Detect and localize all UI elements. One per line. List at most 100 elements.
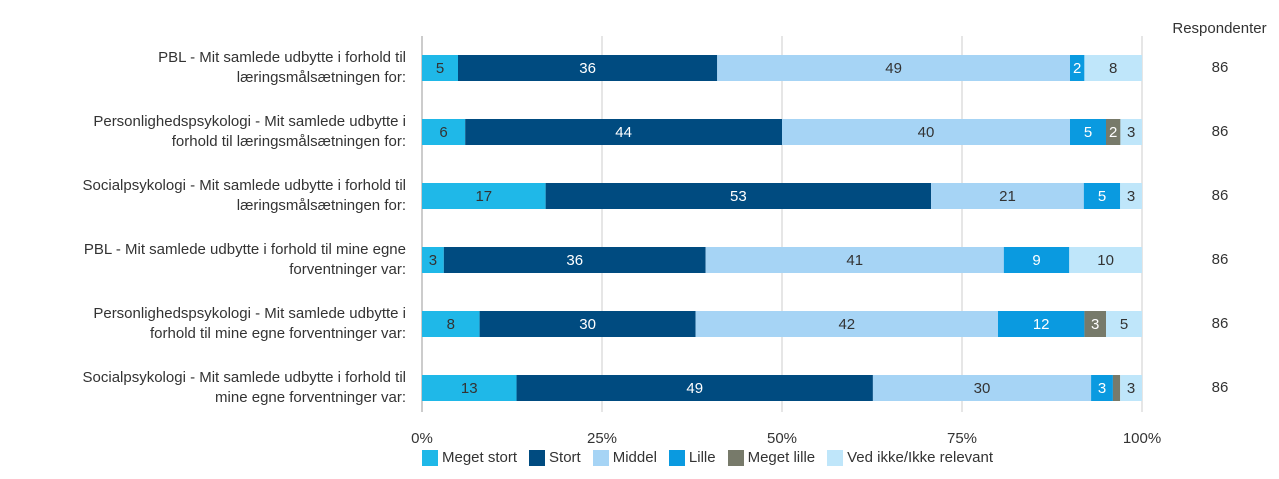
x-tick-label: 50% [767, 430, 797, 447]
x-tick-label: 0% [411, 430, 433, 447]
data-label: 13 [461, 380, 478, 397]
data-label: 2 [1073, 60, 1081, 77]
category-label-line: læringsmålsætningen for: [236, 197, 406, 214]
data-label: 12 [1033, 316, 1050, 333]
data-label: 3 [1127, 380, 1135, 397]
category-label-line: PBL - Mit samlede udbytte i forhold til [158, 49, 406, 66]
data-label: 3 [1091, 316, 1099, 333]
category-label-line: Socialpsykologi - Mit samlede udbytte i … [82, 177, 406, 194]
data-label: 36 [566, 252, 583, 269]
data-label: 8 [1109, 60, 1117, 77]
data-label: 9 [1032, 252, 1040, 269]
chart-legend: Meget stort Stort Middel Lille Meget lille Ve… [422, 449, 993, 466]
bar-segment [443, 247, 706, 273]
category-label-line: Personlighedspsykologi - Mit samlede udb… [93, 305, 406, 322]
bar-segment [465, 119, 782, 145]
bar-segment [1106, 119, 1121, 145]
category-label: Personlighedspsykologi - Mit samlede udb… [0, 304, 406, 344]
legend-swatch [727, 449, 744, 466]
data-label: 49 [686, 380, 703, 397]
legend-item: Middel [592, 449, 657, 466]
data-label: 5 [436, 60, 444, 77]
category-label-line: forhold til mine egne forventninger var: [150, 325, 406, 342]
data-label: 30 [579, 316, 596, 333]
legend-swatch [668, 449, 685, 466]
bar-segment [422, 55, 458, 81]
legend-swatch [529, 449, 546, 466]
category-label-line: PBL - Mit samlede udbytte i forhold til … [83, 241, 406, 258]
category-label-line: forventninger var: [289, 261, 406, 278]
legend-item: Stort [529, 449, 581, 466]
category-label-line: mine egne forventninger var: [215, 389, 406, 406]
respondent-count: 86 [1211, 379, 1229, 396]
bar-segment [422, 247, 444, 273]
category-label: Personlighedspsykologi - Mit samlede udb… [0, 112, 406, 152]
bar-segment [1120, 183, 1142, 209]
data-label: 3 [1127, 188, 1135, 205]
data-label: 53 [730, 188, 747, 205]
legend-swatch [592, 449, 609, 466]
respondent-count: 86 [1211, 251, 1229, 268]
bar-segment [1070, 55, 1085, 81]
bar-segment [1120, 375, 1142, 401]
bar-segment [1084, 55, 1142, 81]
bar-segment [717, 55, 1070, 81]
bar-segment [695, 311, 998, 337]
legend-label: Meget stort [442, 449, 518, 466]
data-label: 3 [1127, 124, 1135, 141]
respondent-count: 86 [1211, 187, 1229, 204]
data-label: 10 [1097, 252, 1114, 269]
legend-swatch [422, 449, 438, 466]
category-label-line: Socialpsykologi - Mit samlede udbytte i … [82, 369, 406, 386]
bar-segment [1070, 119, 1106, 145]
bar-segment [782, 119, 1070, 145]
data-label: 41 [846, 252, 863, 269]
bar-segment [422, 311, 480, 337]
data-label: 6 [439, 124, 447, 141]
legend-label: Lille [688, 449, 716, 466]
data-label: 42 [838, 316, 855, 333]
bar-segment [422, 375, 517, 401]
data-label: 8 [447, 316, 455, 333]
x-tick-label: 75% [947, 430, 977, 447]
bar-segment [1003, 247, 1070, 273]
bar-segment [872, 375, 1092, 401]
bar-segment [1091, 375, 1113, 401]
respondent-count: 86 [1211, 59, 1229, 76]
data-label: 5 [1098, 188, 1106, 205]
respondents-header: Respondenter [1172, 20, 1267, 37]
x-tick-label: 25% [587, 430, 617, 447]
data-label: 3 [1098, 380, 1106, 397]
bar-segment [422, 183, 546, 209]
legend-item: Meget stort [422, 449, 517, 466]
data-label: 17 [475, 188, 492, 205]
bar-segment [422, 119, 466, 145]
data-label: 2 [1109, 124, 1117, 141]
bar-segment [1112, 375, 1121, 401]
bar-segment [998, 311, 1085, 337]
category-label-line: Personlighedspsykologi - Mit samlede udb… [93, 113, 406, 130]
category-label: PBL - Mit samlede udbytte i forhold til l… [0, 48, 406, 88]
bar-segment [1084, 311, 1106, 337]
data-label: 49 [885, 60, 902, 77]
legend-item: Lille [668, 449, 716, 466]
data-label: 3 [429, 252, 437, 269]
legend-label: Ved ikke/Ikke relevant [847, 449, 994, 466]
category-label: PBL - Mit samlede udbytte i forhold til … [0, 240, 406, 280]
legend-label: Stort [549, 449, 581, 466]
bar-segment [458, 55, 718, 81]
respondent-count: 86 [1211, 315, 1229, 332]
data-label: 44 [615, 124, 632, 141]
legend-swatch [827, 449, 844, 466]
bar-segment [1069, 247, 1142, 273]
data-label: 36 [579, 60, 596, 77]
legend-item: Ved ikke/Ikke relevant [827, 449, 993, 466]
bar-segment [1106, 311, 1142, 337]
category-label-line: læringsmålsætningen for: [236, 69, 406, 86]
respondent-count: 86 [1211, 123, 1229, 140]
bar-segment [516, 375, 873, 401]
data-label: 40 [918, 124, 935, 141]
category-label-line: forhold til læringsmålsætningen for: [171, 133, 406, 150]
data-label: 5 [1084, 124, 1092, 141]
